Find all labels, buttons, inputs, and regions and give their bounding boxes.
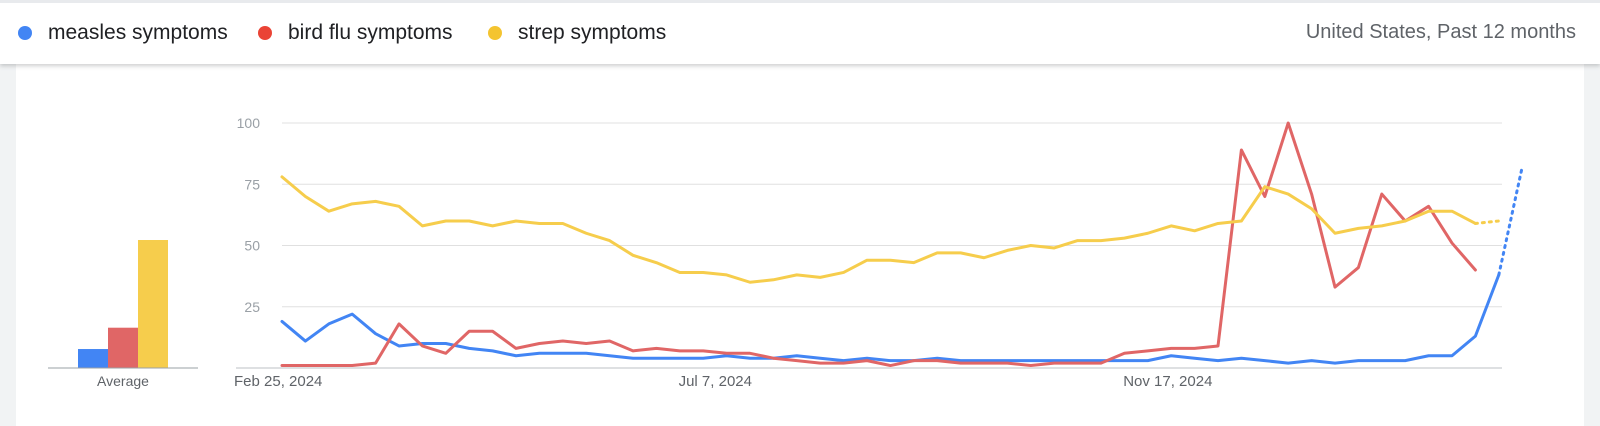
x-tick-label: Jul 7, 2024 <box>679 373 752 390</box>
average-label: Average <box>97 373 149 389</box>
average-bar-strep <box>138 240 168 368</box>
region-time-label[interactable]: United States, Past 12 months <box>1305 21 1576 43</box>
x-tick-label: Feb 25, 2024 <box>234 373 322 390</box>
legend-bar: measles symptoms bird flu symptoms strep… <box>0 0 1600 64</box>
y-tick-label: 100 <box>237 115 261 131</box>
y-tick-label: 50 <box>244 238 260 254</box>
x-tick-label: Nov 17, 2024 <box>1123 373 1212 390</box>
series-line-measles <box>280 273 1501 365</box>
legend-item-measles[interactable]: measles symptoms <box>18 20 228 46</box>
average-bar-measles <box>78 349 108 368</box>
legend-dot-measles <box>18 26 32 40</box>
series-line-partial-measles <box>1497 165 1524 277</box>
legend-label-measles: measles symptoms <box>48 21 228 44</box>
average-bar-bird-flu <box>108 327 138 368</box>
legend-dot-strep <box>488 26 502 40</box>
legend-dot-bird-flu <box>258 26 272 40</box>
chart-card: 25 50 75 100 Feb 25, 2024 Jul 7, 2024 Nov 17, … <box>16 64 1584 426</box>
series-line-strep <box>280 175 1477 284</box>
trends-chart: 25 50 75 100 Feb 25, 2024 Jul 7, 2024 Nov 17, … <box>48 115 1524 390</box>
series-line-bird-flu <box>280 121 1477 368</box>
legend-label-strep: strep symptoms <box>518 21 667 44</box>
legend-item-bird-flu[interactable]: bird flu symptoms <box>258 20 453 46</box>
legend-label-bird-flu: bird flu symptoms <box>288 21 453 44</box>
legend-item-strep[interactable]: strep symptoms <box>488 20 666 46</box>
y-tick-label: 25 <box>244 299 260 315</box>
y-tick-label: 75 <box>244 176 260 192</box>
series-line-partial-strep <box>1473 219 1501 225</box>
